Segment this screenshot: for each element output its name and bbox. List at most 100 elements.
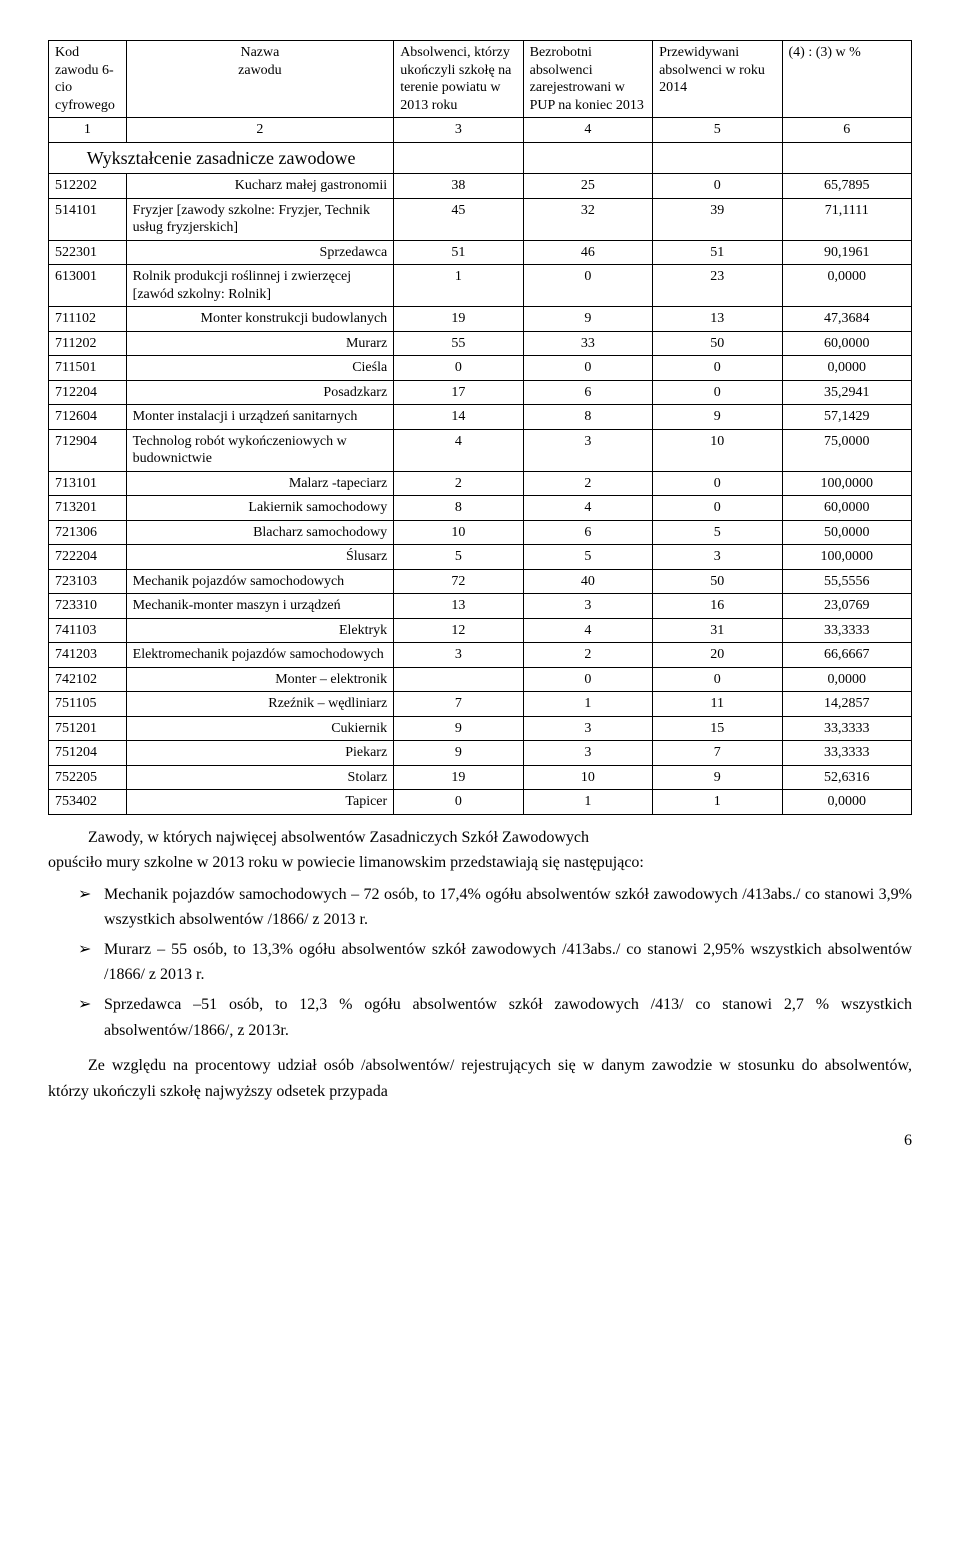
page-number: 6 bbox=[48, 1132, 912, 1150]
para-intro-1: Zawody, w których najwięcej absolwentów … bbox=[48, 825, 912, 851]
cell-code: 712204 bbox=[49, 380, 127, 405]
cell-value: 0 bbox=[653, 496, 782, 521]
cell-code: 711102 bbox=[49, 307, 127, 332]
table-row: 721306Blacharz samochodowy106550,0000 bbox=[49, 520, 912, 545]
cell-value: 9 bbox=[523, 307, 652, 332]
cell-name: Sprzedawca bbox=[126, 240, 394, 265]
cell-code: 751105 bbox=[49, 692, 127, 717]
cell-value: 38 bbox=[394, 174, 523, 199]
cell-value: 47,3684 bbox=[782, 307, 912, 332]
cell-value: 0,0000 bbox=[782, 356, 912, 381]
cell-value: 33,3333 bbox=[782, 716, 912, 741]
bullet-list: Mechanik pojazdów samochodowych – 72 osó… bbox=[48, 882, 912, 1044]
table-row: 522301Sprzedawca51465190,1961 bbox=[49, 240, 912, 265]
cell-code: 514101 bbox=[49, 198, 127, 240]
cell-value: 9 bbox=[653, 405, 782, 430]
cell-value: 32 bbox=[523, 198, 652, 240]
cell-value: 35,2941 bbox=[782, 380, 912, 405]
cell-code: 741103 bbox=[49, 618, 127, 643]
cell-value: 0 bbox=[523, 356, 652, 381]
cell-value: 20 bbox=[653, 643, 782, 668]
cell-value: 13 bbox=[653, 307, 782, 332]
cell-value: 5 bbox=[653, 520, 782, 545]
cell-value: 0 bbox=[653, 380, 782, 405]
cell-value bbox=[394, 667, 523, 692]
cell-code: 752205 bbox=[49, 765, 127, 790]
section-row: Wykształcenie zasadnicze zawodowe bbox=[49, 142, 912, 174]
th-unemp: Bezrobotni absolwenci zarejestrowani w P… bbox=[523, 41, 652, 118]
cell-code: 751204 bbox=[49, 741, 127, 766]
numhdr: 1 bbox=[49, 118, 127, 143]
cell-value: 50 bbox=[653, 331, 782, 356]
cell-value: 3 bbox=[523, 716, 652, 741]
cell-value: 1 bbox=[394, 265, 523, 307]
cell-value: 10 bbox=[653, 429, 782, 471]
cell-value: 65,7895 bbox=[782, 174, 912, 199]
cell-value: 0 bbox=[653, 174, 782, 199]
cell-code: 712604 bbox=[49, 405, 127, 430]
cell-name: Ślusarz bbox=[126, 545, 394, 570]
cell-name: Mechanik pojazdów samochodowych bbox=[126, 569, 394, 594]
cell-code: 711202 bbox=[49, 331, 127, 356]
cell-value: 33 bbox=[523, 331, 652, 356]
cell-name: Cieśla bbox=[126, 356, 394, 381]
table-row: 722204Ślusarz553100,0000 bbox=[49, 545, 912, 570]
cell-code: 713201 bbox=[49, 496, 127, 521]
cell-name: Mechanik-monter maszyn i urządzeń bbox=[126, 594, 394, 619]
table-row: 723103Mechanik pojazdów samochodowych724… bbox=[49, 569, 912, 594]
cell-value: 3 bbox=[523, 741, 652, 766]
section-title: Wykształcenie zasadnicze zawodowe bbox=[49, 142, 394, 174]
cell-value: 1 bbox=[523, 790, 652, 815]
cell-code: 711501 bbox=[49, 356, 127, 381]
cell-name: Fryzjer [zawody szkolne: Fryzjer, Techni… bbox=[126, 198, 394, 240]
cell-value: 60,0000 bbox=[782, 496, 912, 521]
cell-value: 3 bbox=[394, 643, 523, 668]
cell-name: Malarz -tapeciarz bbox=[126, 471, 394, 496]
cell-value: 4 bbox=[523, 496, 652, 521]
numhdr: 6 bbox=[782, 118, 912, 143]
cell-value: 51 bbox=[653, 240, 782, 265]
cell-value: 66,6667 bbox=[782, 643, 912, 668]
th-grads: Absolwenci, którzy ukończyli szkołę na t… bbox=[394, 41, 523, 118]
cell-name: Technolog robót wykończeniowych w budown… bbox=[126, 429, 394, 471]
numhdr: 4 bbox=[523, 118, 652, 143]
cell-value: 51 bbox=[394, 240, 523, 265]
cell-value: 33,3333 bbox=[782, 741, 912, 766]
cell-name: Elektromechanik pojazdów samochodowych bbox=[126, 643, 394, 668]
table-row: 713201Lakiernik samochodowy84060,0000 bbox=[49, 496, 912, 521]
cell-name: Monter – elektronik bbox=[126, 667, 394, 692]
cell-name: Blacharz samochodowy bbox=[126, 520, 394, 545]
cell-name: Monter konstrukcji budowlanych bbox=[126, 307, 394, 332]
cell-value: 0 bbox=[394, 356, 523, 381]
cell-value: 16 bbox=[653, 594, 782, 619]
cell-value: 14 bbox=[394, 405, 523, 430]
cell-value: 9 bbox=[394, 741, 523, 766]
cell-name: Elektryk bbox=[126, 618, 394, 643]
th-code: Kod zawodu 6-cio cyfrowego bbox=[49, 41, 127, 118]
cell-name: Posadzkarz bbox=[126, 380, 394, 405]
cell-value: 2 bbox=[523, 643, 652, 668]
cell-value: 15 bbox=[653, 716, 782, 741]
cell-value: 0,0000 bbox=[782, 265, 912, 307]
numhdr: 2 bbox=[126, 118, 394, 143]
cell-value: 72 bbox=[394, 569, 523, 594]
cell-value: 2 bbox=[394, 471, 523, 496]
cell-value: 39 bbox=[653, 198, 782, 240]
table-num-header-row: 1 2 3 4 5 6 bbox=[49, 118, 912, 143]
cell-name: Piekarz bbox=[126, 741, 394, 766]
table-body: Wykształcenie zasadnicze zawodowe 512202… bbox=[49, 142, 912, 814]
cell-value: 100,0000 bbox=[782, 545, 912, 570]
cell-value: 23,0769 bbox=[782, 594, 912, 619]
cell-value: 46 bbox=[523, 240, 652, 265]
cell-value: 50 bbox=[653, 569, 782, 594]
section-empty bbox=[523, 142, 652, 174]
table-row: 514101Fryzjer [zawody szkolne: Fryzjer, … bbox=[49, 198, 912, 240]
section-empty bbox=[394, 142, 523, 174]
cell-value: 50,0000 bbox=[782, 520, 912, 545]
cell-value: 60,0000 bbox=[782, 331, 912, 356]
table-row: 751204Piekarz93733,3333 bbox=[49, 741, 912, 766]
cell-value: 45 bbox=[394, 198, 523, 240]
cell-value: 1 bbox=[653, 790, 782, 815]
cell-value: 7 bbox=[653, 741, 782, 766]
cell-value: 11 bbox=[653, 692, 782, 717]
